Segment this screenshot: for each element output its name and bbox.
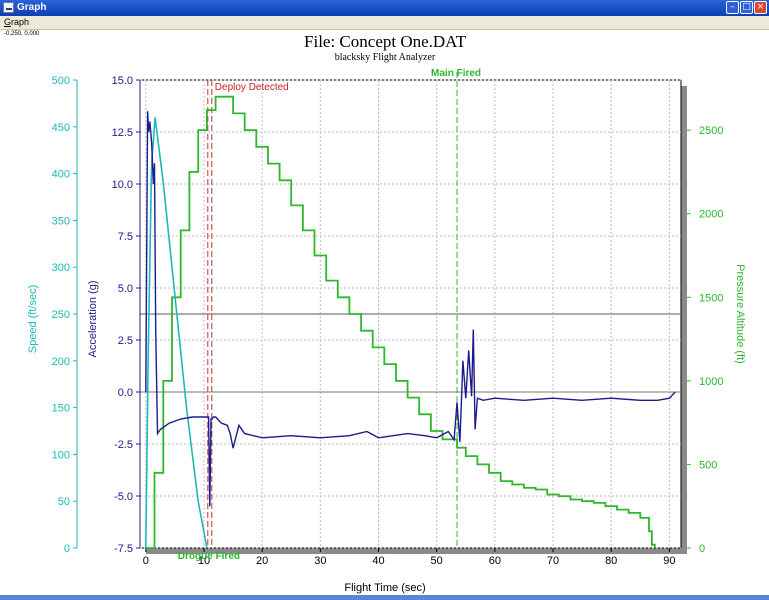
x-tick-label: 60 xyxy=(489,555,501,567)
x-tick-label: 80 xyxy=(605,555,617,567)
close-button[interactable]: × xyxy=(754,1,767,14)
altitude-tick-label: 500 xyxy=(699,459,717,471)
acceleration-axis-label: Acceleration (g) xyxy=(87,280,99,357)
speed-axis-label: Speed (ft/sec) xyxy=(27,285,39,353)
altitude-tick-label: 2500 xyxy=(699,125,723,137)
altitude-tick-label: 0 xyxy=(699,543,705,555)
maximize-button[interactable]: □ xyxy=(740,1,753,14)
app-icon xyxy=(3,2,14,13)
acceleration-series-line xyxy=(145,111,676,507)
acceleration-tick-label: 5.0 xyxy=(118,283,133,295)
x-tick-label: 40 xyxy=(372,555,384,567)
x-axis-label: Flight Time (sec) xyxy=(344,582,425,594)
speed-tick-label: 0 xyxy=(64,543,70,555)
altitude-series-line xyxy=(145,95,656,549)
acceleration-tick-label: -2.5 xyxy=(114,439,133,451)
speed-tick-label: 250 xyxy=(52,309,70,321)
menu-bar: Graph xyxy=(0,16,769,30)
chart-subtitle: blacksky Flight Analyzer xyxy=(335,52,436,63)
flight-graph[interactable]: File: Concept One.DAT blacksky Flight An… xyxy=(0,29,769,595)
acceleration-tick-label: 15.0 xyxy=(112,75,133,87)
acceleration-tick-label: 12.5 xyxy=(112,127,133,139)
window-titlebar: Graph – □ × xyxy=(0,0,769,16)
speed-tick-label: 50 xyxy=(58,496,70,508)
speed-tick-label: 350 xyxy=(52,215,70,227)
acceleration-tick-label: 0.0 xyxy=(118,387,133,399)
x-tick-label: 20 xyxy=(256,555,268,567)
x-tick-label: 30 xyxy=(314,555,326,567)
plot-shadow-bottom xyxy=(146,548,687,554)
minimize-button[interactable]: – xyxy=(726,1,739,14)
speed-tick-label: 150 xyxy=(52,403,70,415)
window-title: Graph xyxy=(17,2,47,13)
menu-graph[interactable]: Graph xyxy=(4,17,30,27)
speed-tick-label: 450 xyxy=(52,122,70,134)
speed-tick-label: 200 xyxy=(52,356,70,368)
altitude-tick-label: 1500 xyxy=(699,292,723,304)
bottom-edge xyxy=(0,595,769,600)
altitude-tick-label: 2000 xyxy=(699,209,723,221)
x-tick-label: 10 xyxy=(198,555,210,567)
chart-title: File: Concept One.DAT xyxy=(304,32,467,51)
x-tick-label: 50 xyxy=(431,555,443,567)
speed-tick-label: 500 xyxy=(52,75,70,87)
deploy-detected-label: Deploy Detected xyxy=(215,82,289,93)
x-tick-label: 90 xyxy=(663,555,675,567)
speed-tick-label: 400 xyxy=(52,169,70,181)
speed-tick-label: 300 xyxy=(52,262,70,274)
drogue-fired-label: Drogue Fired xyxy=(178,551,240,562)
x-tick-label: 0 xyxy=(143,555,149,567)
speed-tick-label: 100 xyxy=(52,449,70,461)
acceleration-tick-label: -5.0 xyxy=(114,491,133,503)
altitude-axis-label: Pressure Altitude (ft) xyxy=(734,264,746,364)
plot-shadow-right xyxy=(681,86,687,554)
speed-series-line xyxy=(145,117,208,549)
acceleration-tick-label: 7.5 xyxy=(118,231,133,243)
main-fired-label: Main Fired xyxy=(431,68,481,79)
cursor-readout: -0.250, 0.000 xyxy=(4,31,40,37)
x-tick-label: 70 xyxy=(547,555,559,567)
acceleration-tick-label: 2.5 xyxy=(118,335,133,347)
acceleration-tick-label: -7.5 xyxy=(114,543,133,555)
acceleration-tick-label: 10.0 xyxy=(112,179,133,191)
altitude-tick-label: 1000 xyxy=(699,376,723,388)
